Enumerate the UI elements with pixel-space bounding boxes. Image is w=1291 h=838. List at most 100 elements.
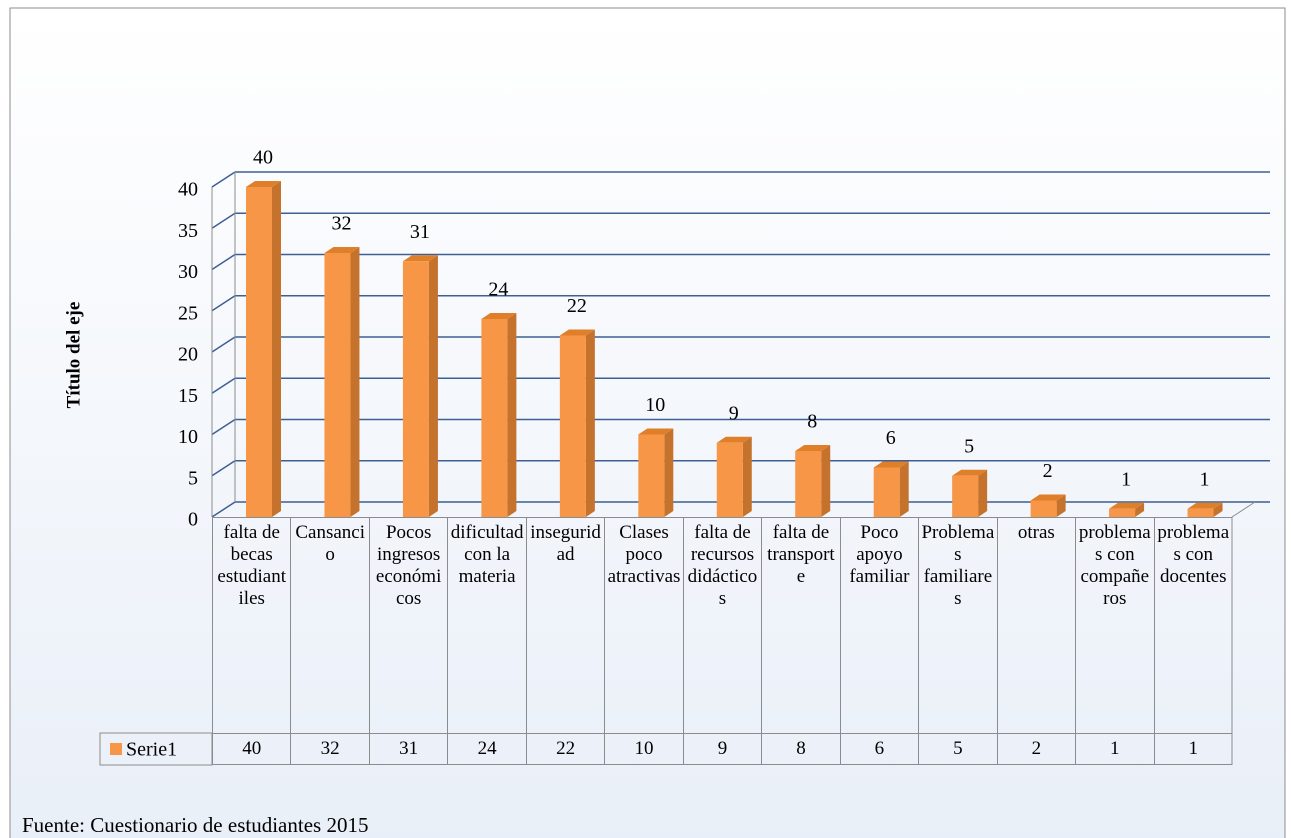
table-value: 6 xyxy=(839,733,919,765)
grid-line-side xyxy=(211,295,236,312)
data-label: 8 xyxy=(807,411,817,433)
category-cell: Poco apoyo familiar xyxy=(839,517,919,733)
grid-line-side xyxy=(211,171,236,188)
bar-side xyxy=(899,461,909,517)
category-cell: inseguridad xyxy=(525,517,605,733)
bar-top xyxy=(873,461,909,468)
legend-key xyxy=(110,743,122,755)
grid-line-side xyxy=(211,501,236,518)
bar-top xyxy=(1030,494,1066,501)
y-tick-label: 5 xyxy=(188,467,198,489)
bar xyxy=(795,451,822,517)
bar-side xyxy=(428,255,438,517)
category-cell: problemas con compañeros xyxy=(1075,517,1154,733)
y-tick-label: 15 xyxy=(178,385,198,407)
bar xyxy=(1030,500,1057,517)
bar xyxy=(559,335,586,517)
bar-top xyxy=(324,247,360,253)
data-label: 9 xyxy=(729,402,739,424)
bar-side xyxy=(1135,502,1145,517)
bar-side xyxy=(507,313,517,517)
bar-side xyxy=(585,329,595,517)
table-value: 22 xyxy=(525,733,605,765)
legend-label: Serie1 xyxy=(126,739,177,761)
grid-line-side xyxy=(211,336,236,353)
category-cell: Cansancio xyxy=(290,517,369,733)
table-value: 1 xyxy=(1153,733,1232,765)
bar-top xyxy=(716,436,752,443)
bar-side xyxy=(1056,494,1066,517)
category-cell: falta de becas estudiantiles xyxy=(212,517,291,733)
bar-side xyxy=(1213,502,1223,517)
data-label: 32 xyxy=(331,213,351,235)
y-tick-label: 10 xyxy=(178,426,198,448)
data-label: 31 xyxy=(410,221,430,243)
table-value: 31 xyxy=(368,733,448,765)
bar-side xyxy=(821,445,831,517)
bar xyxy=(952,475,979,517)
category-cell: Clases poco atractivas xyxy=(604,517,683,733)
grid-line-side xyxy=(211,377,236,394)
chart-frame xyxy=(9,7,1286,838)
y-tick-label: 0 xyxy=(188,509,198,531)
bar-side xyxy=(664,428,674,517)
bar xyxy=(246,187,272,517)
data-label: 22 xyxy=(567,295,587,317)
grid-line-side xyxy=(211,253,236,271)
bar-top xyxy=(1109,502,1145,509)
category-cell: Problemas familiares xyxy=(918,517,997,733)
data-label: 2 xyxy=(1043,460,1053,482)
data-label: 10 xyxy=(645,394,665,416)
y-tick-label: 25 xyxy=(178,302,198,324)
y-tick-label: 30 xyxy=(178,261,198,283)
category-cell: falta de transporte xyxy=(761,517,840,733)
y-axis-title: Título del eje xyxy=(63,302,84,409)
table-value: 9 xyxy=(682,733,762,765)
bar xyxy=(402,261,429,517)
category-cell: dificultad con la materia xyxy=(447,517,526,733)
bar-top xyxy=(402,255,438,262)
bar-top xyxy=(246,181,281,187)
bar-top xyxy=(559,329,595,336)
bar xyxy=(324,253,351,517)
data-label: 6 xyxy=(886,427,896,449)
category-cell: otras xyxy=(996,517,1076,733)
source-note: Fuente: Cuestionario de estudiantes 2015 xyxy=(22,813,368,837)
bar-top xyxy=(1187,502,1223,509)
data-label: 40 xyxy=(253,147,273,169)
data-label: 1 xyxy=(1121,468,1131,490)
y-tick-label: 40 xyxy=(178,179,198,201)
bar xyxy=(873,467,900,517)
y-tick-label: 35 xyxy=(178,220,198,242)
table-value: 40 xyxy=(212,733,291,765)
bar-side xyxy=(272,181,281,517)
bar xyxy=(1187,508,1214,517)
bar-top xyxy=(795,445,831,451)
grid-line-side xyxy=(211,418,236,436)
y-tick-label: 20 xyxy=(178,344,198,366)
table-value: 1 xyxy=(1075,733,1154,765)
table-value: 10 xyxy=(604,733,683,765)
bar-side xyxy=(978,469,988,517)
data-label: 1 xyxy=(1200,468,1210,490)
category-cell: Pocos ingresos económicos xyxy=(368,517,448,733)
category-cell: falta de recursos didácticos xyxy=(682,517,762,733)
table-value: 24 xyxy=(447,733,526,765)
bar-side xyxy=(742,436,752,517)
bar xyxy=(1109,508,1136,517)
table-value: 32 xyxy=(290,733,369,765)
category-cell: problemas con docentes xyxy=(1153,517,1232,733)
bar-top xyxy=(638,428,674,435)
bar-side xyxy=(350,247,360,517)
data-label: 24 xyxy=(488,279,508,301)
table-value: 5 xyxy=(918,733,997,765)
grid-line-side xyxy=(211,212,236,229)
bar xyxy=(716,442,743,517)
bar xyxy=(638,434,665,517)
floor-edge xyxy=(1231,501,1256,518)
bar-top xyxy=(481,313,517,319)
table-value: 8 xyxy=(761,733,840,765)
table-value: 2 xyxy=(996,733,1076,765)
